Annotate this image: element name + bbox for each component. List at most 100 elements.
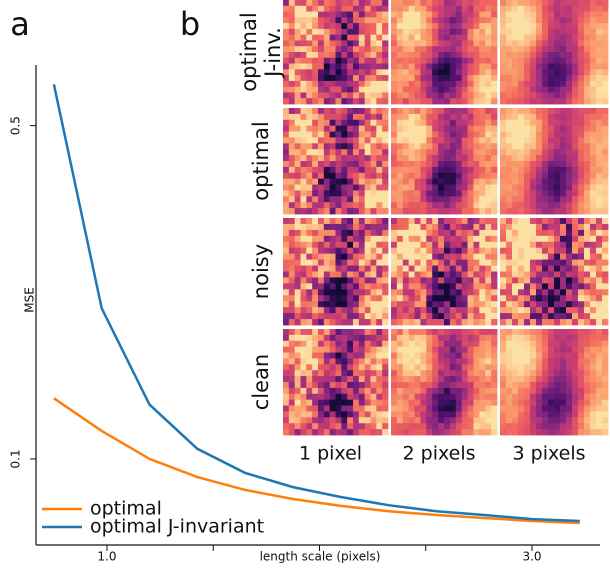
pixel [554, 301, 561, 308]
pixel [283, 92, 290, 99]
pixel [294, 253, 301, 261]
pixel [382, 358, 389, 365]
pixel [524, 0, 531, 7]
pixel [283, 334, 290, 342]
pixel [506, 57, 513, 64]
pixel [560, 364, 567, 371]
pixel [341, 253, 348, 261]
pixel [554, 113, 561, 121]
pixel [329, 295, 336, 302]
pixel [578, 86, 585, 93]
pixel [530, 149, 537, 156]
pixel [461, 131, 468, 138]
pixel [530, 340, 537, 348]
pixel [560, 346, 567, 353]
pixel [518, 86, 525, 93]
pixel [491, 358, 498, 365]
pixel [306, 166, 313, 174]
pixel [288, 202, 296, 209]
pixel [590, 137, 597, 144]
pixel [312, 370, 319, 377]
pixel [536, 352, 543, 359]
pixel [554, 382, 561, 389]
pixel [294, 259, 301, 266]
pixel [335, 119, 342, 127]
pixel [353, 34, 360, 41]
pixel [530, 166, 537, 174]
pixel [461, 208, 468, 215]
pixel [500, 5, 507, 12]
pixel [353, 411, 360, 418]
pixel [318, 289, 325, 296]
pixel [396, 75, 404, 82]
pixel [341, 265, 348, 272]
pixel [408, 247, 415, 255]
pixel [548, 417, 555, 424]
pixel [542, 411, 549, 418]
pixel [402, 364, 410, 371]
pixel [572, 346, 579, 353]
pixel [396, 370, 404, 377]
pixel [370, 387, 377, 395]
pixel [512, 125, 519, 132]
pixel [536, 429, 543, 436]
pixel [524, 241, 531, 249]
pixel [306, 313, 313, 320]
pixel [329, 166, 336, 174]
pixel [566, 382, 573, 389]
pixel [542, 235, 549, 243]
pixel [414, 113, 421, 121]
pixel [536, 92, 543, 99]
pixel [438, 46, 445, 53]
pixel [491, 119, 498, 127]
pixel [300, 202, 307, 209]
pixel [479, 5, 486, 12]
pixel [542, 364, 549, 371]
pixel [548, 149, 555, 156]
pixel [512, 271, 519, 278]
pixel [590, 289, 597, 296]
pixel [391, 108, 398, 115]
pixel [530, 393, 537, 401]
pixel [335, 259, 342, 266]
pixel [542, 241, 549, 249]
pixel [300, 46, 307, 53]
pixel [548, 241, 555, 249]
pixel [364, 411, 371, 418]
pixel [358, 69, 366, 76]
pixel [584, 283, 591, 290]
pixel [512, 92, 519, 99]
pixel [578, 411, 585, 418]
pixel [402, 387, 410, 395]
pixel [602, 259, 609, 266]
pixel [364, 223, 371, 231]
pixel [455, 417, 463, 424]
pixel [548, 376, 555, 383]
pixel [566, 289, 573, 296]
pixel [548, 40, 555, 47]
pixel [467, 429, 474, 436]
pixel [602, 411, 609, 418]
pixel [518, 5, 525, 12]
pixel [518, 190, 525, 197]
pixel [370, 161, 377, 168]
pixel [323, 387, 331, 395]
pixel [438, 265, 445, 272]
pixel [473, 387, 480, 395]
pixel [548, 143, 555, 150]
pixel [512, 5, 519, 12]
pixel [382, 241, 389, 249]
pixel [323, 218, 331, 225]
pixel [420, 0, 427, 7]
pixel [438, 166, 445, 174]
pixel [312, 57, 319, 64]
pixel [341, 149, 348, 156]
pixel [500, 376, 507, 383]
pixel [318, 108, 325, 115]
pixel [572, 137, 579, 144]
pixel [329, 161, 336, 168]
pixel [554, 86, 561, 93]
pixel [382, 313, 389, 320]
pixel [449, 92, 457, 99]
pixel [485, 277, 492, 284]
